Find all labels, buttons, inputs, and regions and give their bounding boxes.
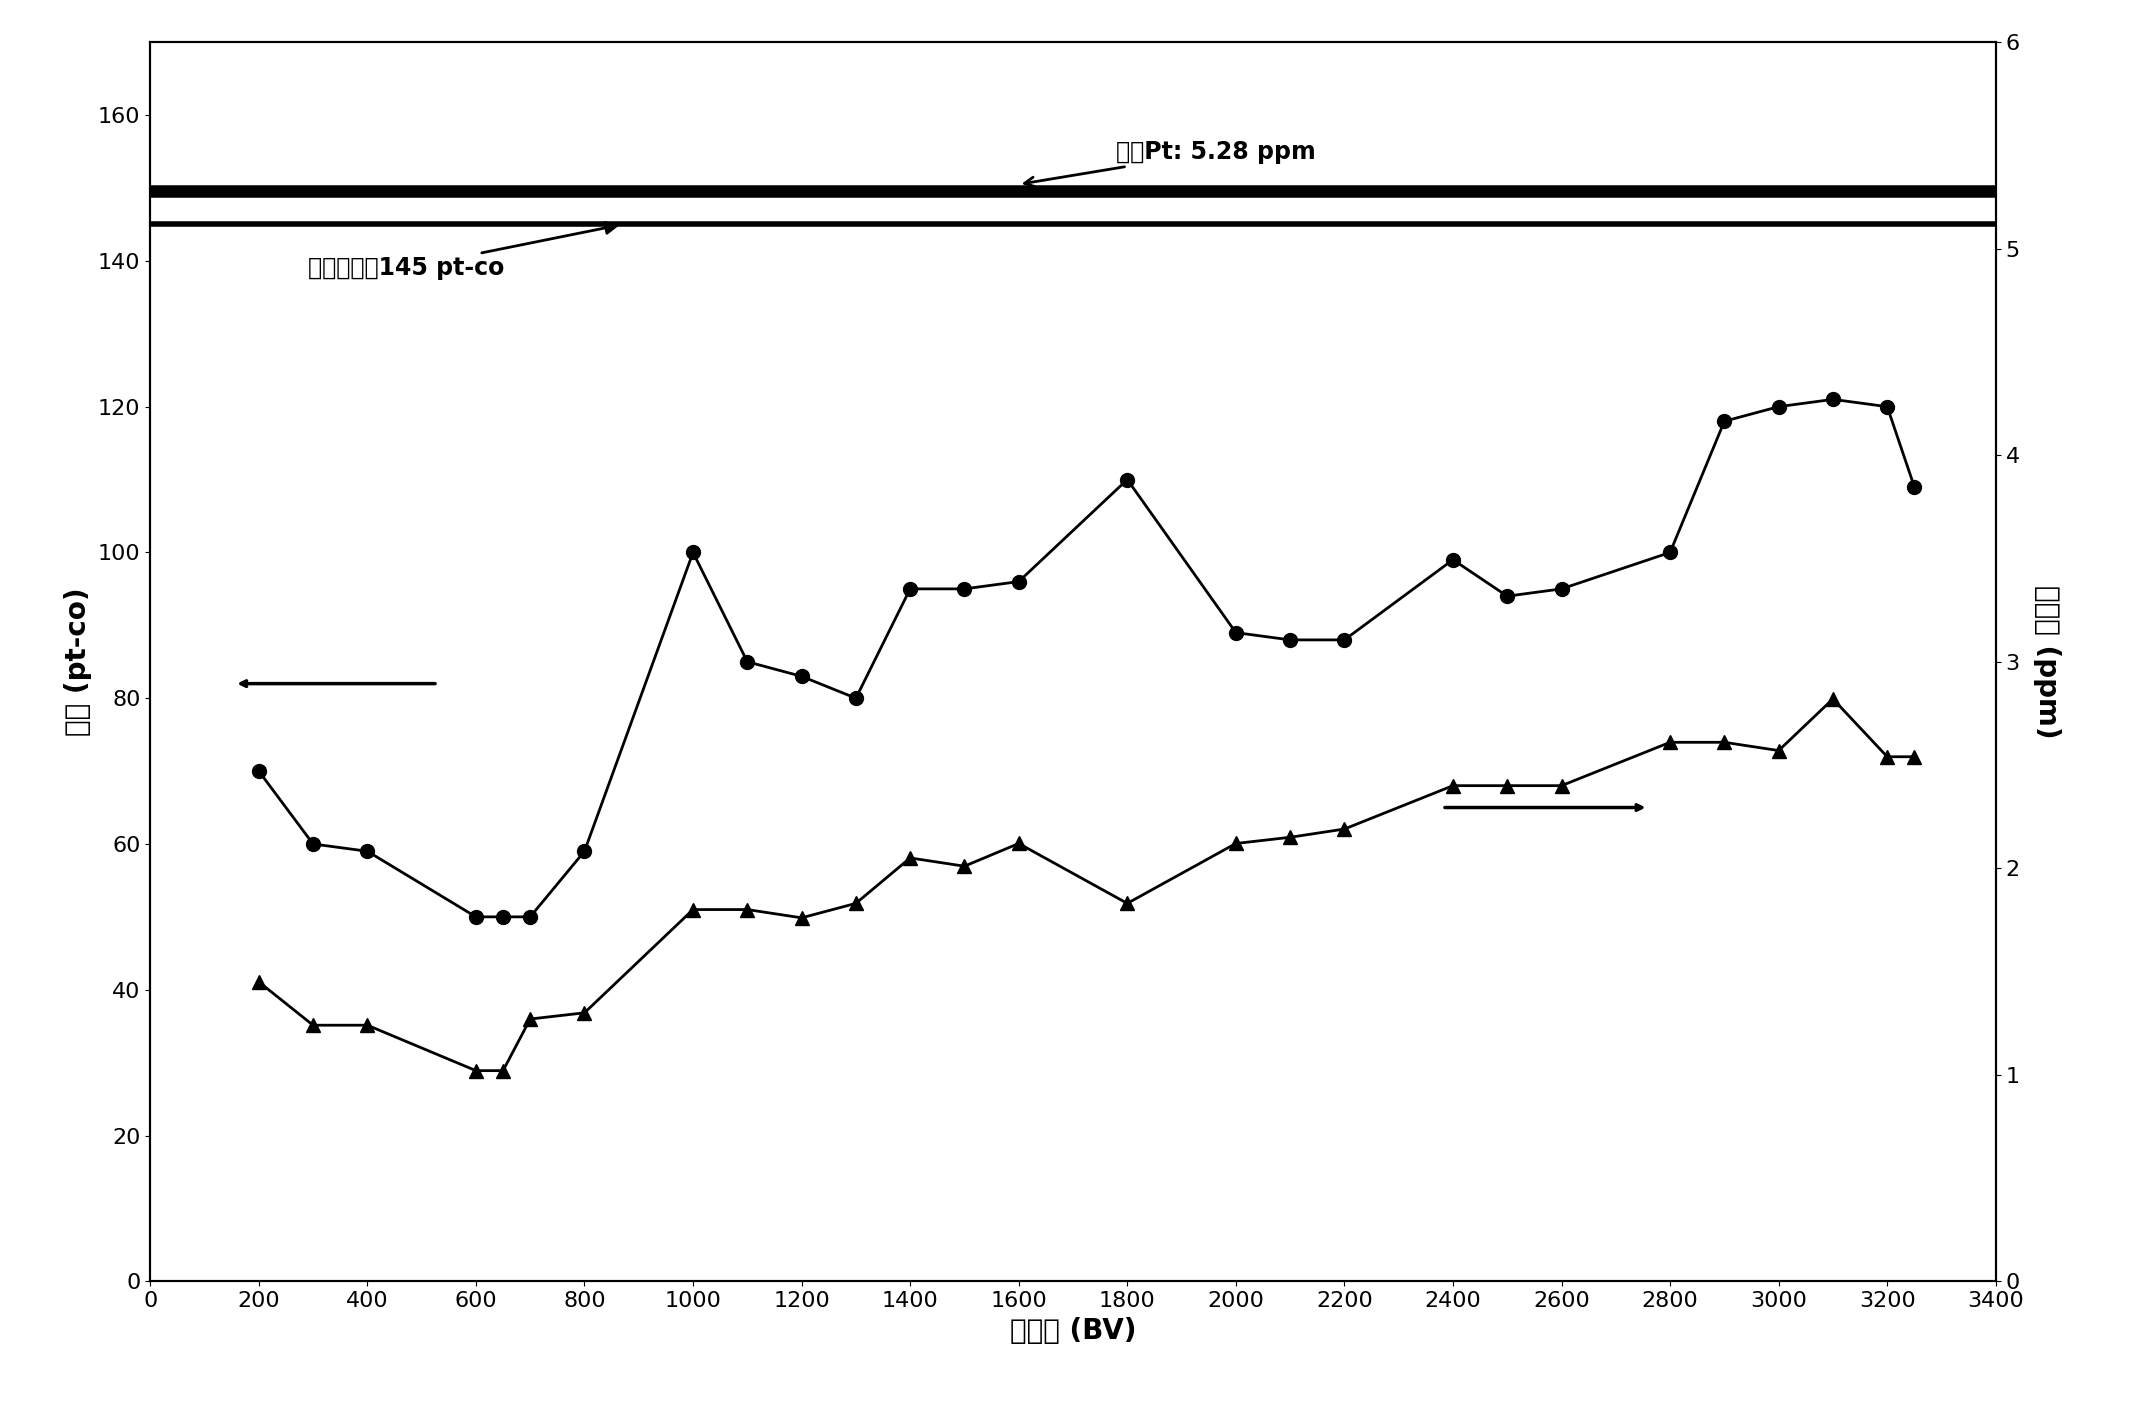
X-axis label: 床体积 (BV): 床体积 (BV) [1011,1316,1135,1345]
Text: 初始Pt: 5.28 ppm: 初始Pt: 5.28 ppm [1024,139,1315,186]
Text: 初始色度：145 pt-co: 初始色度：145 pt-co [307,222,616,280]
Y-axis label: 钓含量 (ppm): 钓含量 (ppm) [2034,584,2062,739]
Y-axis label: 色度 (pt-co): 色度 (pt-co) [64,587,92,736]
